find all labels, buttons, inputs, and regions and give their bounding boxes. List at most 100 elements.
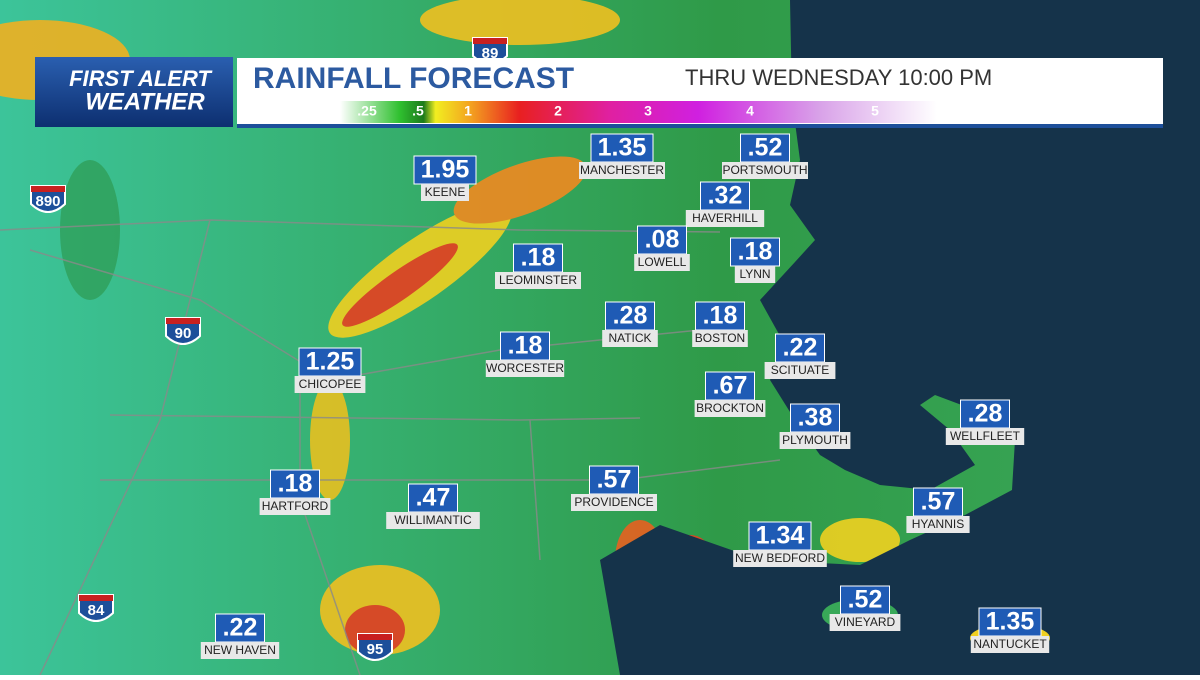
name-box: [495, 272, 581, 289]
value-box: [705, 371, 755, 401]
city-name: KEENE: [425, 185, 466, 199]
highway-number: 90: [175, 325, 192, 342]
name-box: [692, 330, 748, 347]
rainfall-value: 1.35: [598, 134, 647, 162]
shield: [357, 633, 393, 661]
value-box: [840, 585, 890, 615]
city-name: MANCHESTER: [580, 163, 664, 177]
legend-tick: 3: [644, 103, 652, 119]
rainfall-value: .57: [921, 488, 956, 516]
shield: [30, 185, 66, 213]
city-name: NEW HAVEN: [204, 643, 276, 657]
city-name: CHICOPEE: [299, 377, 362, 391]
name-box: [694, 400, 766, 417]
logo-text: WEATHER: [85, 88, 205, 115]
name-box: [685, 210, 765, 227]
rainfall-value: .67: [713, 372, 748, 400]
legend-tick: 4: [746, 103, 754, 119]
city-name: BROCKTON: [696, 401, 764, 415]
value-box: [913, 487, 963, 517]
city-name: HYANNIS: [912, 517, 964, 531]
city-name: SCITUATE: [771, 363, 829, 377]
value-box: [748, 521, 812, 551]
rainfall-value: .18: [521, 244, 556, 272]
rainfall-value: 1.95: [421, 156, 470, 184]
value-box: [270, 469, 320, 499]
title: RAINFALL FORECAST: [253, 62, 574, 95]
city-name: BOSTON: [695, 331, 745, 345]
name-box: [602, 330, 658, 347]
shield-top: [473, 38, 507, 44]
city-name: WORCESTER: [486, 361, 564, 375]
name-box: [764, 362, 836, 379]
city-name: LEOMINSTER: [499, 273, 577, 287]
highway-shields: 89 890 90 84 95: [30, 37, 508, 661]
name-box: [200, 642, 280, 659]
borders: [0, 219, 781, 676]
name-box: [734, 266, 776, 283]
shield-top: [358, 634, 392, 640]
rainfall-value: .22: [783, 334, 818, 362]
rainfall-value: .57: [597, 466, 632, 494]
rainfall-value: .38: [798, 404, 833, 432]
highway-number: 89: [482, 45, 499, 62]
highway-number: 95: [367, 641, 384, 658]
name-box: [294, 376, 366, 393]
name-box: [259, 498, 331, 515]
rainfall-value: .18: [738, 238, 773, 266]
name-box: [421, 184, 469, 201]
name-box: [485, 360, 565, 377]
city-name: NATICK: [608, 331, 651, 345]
value-box: [637, 225, 687, 255]
value-box: [298, 347, 362, 377]
city-name: LYNN: [739, 267, 770, 281]
legend-tick: 1: [464, 103, 472, 119]
rainfall-value: .52: [848, 586, 883, 614]
shield-top: [31, 186, 65, 192]
highway-number: 890: [35, 193, 60, 210]
value-box: [513, 243, 563, 273]
value-box: [960, 399, 1010, 429]
value-box: [605, 301, 655, 331]
rainfall-value: 1.35: [986, 608, 1035, 636]
value-box: [500, 331, 550, 361]
city-name: NEW BEDFORD: [735, 551, 825, 565]
name-box: [829, 614, 901, 631]
city-name: PORTSMOUTH: [722, 163, 807, 177]
rainfall-value: .18: [703, 302, 738, 330]
rainfall-value: .28: [968, 400, 1003, 428]
legend-scale: [340, 101, 937, 123]
name-box: [579, 162, 665, 179]
value-box: [775, 333, 825, 363]
legend-tick: .25: [357, 103, 377, 119]
highway-number: 84: [88, 602, 105, 619]
city-name: HAVERHILL: [692, 211, 758, 225]
name-box: [779, 432, 851, 449]
city-name: WELLFLEET: [950, 429, 1021, 443]
shield: [78, 594, 114, 622]
shield: [165, 317, 201, 345]
rainfall-value: .32: [708, 182, 743, 210]
city-name: PROVIDENCE: [574, 495, 653, 509]
rainfall-value: .08: [645, 226, 680, 254]
value-box: [590, 133, 654, 163]
name-box: [571, 494, 657, 511]
city-name: NANTUCKET: [973, 637, 1047, 651]
name-box: [634, 254, 690, 271]
rainfall-value: .28: [613, 302, 648, 330]
rainfall-value: 1.25: [306, 348, 355, 376]
value-box: [730, 237, 780, 267]
rainfall-value: .18: [278, 470, 313, 498]
value-box: [408, 483, 458, 513]
rainfall-value: .22: [223, 614, 258, 642]
city-name: HARTFORD: [262, 499, 329, 513]
header: FIRST ALERT WEATHER RAINFALL FORECAST TH…: [35, 57, 1163, 128]
ocean: [600, 0, 1200, 675]
rainfall-value: .47: [416, 484, 451, 512]
name-box: [945, 428, 1025, 445]
legend-tick: 5: [871, 103, 879, 119]
legend-tick: .5: [412, 103, 424, 119]
city-name: PLYMOUTH: [782, 433, 848, 447]
